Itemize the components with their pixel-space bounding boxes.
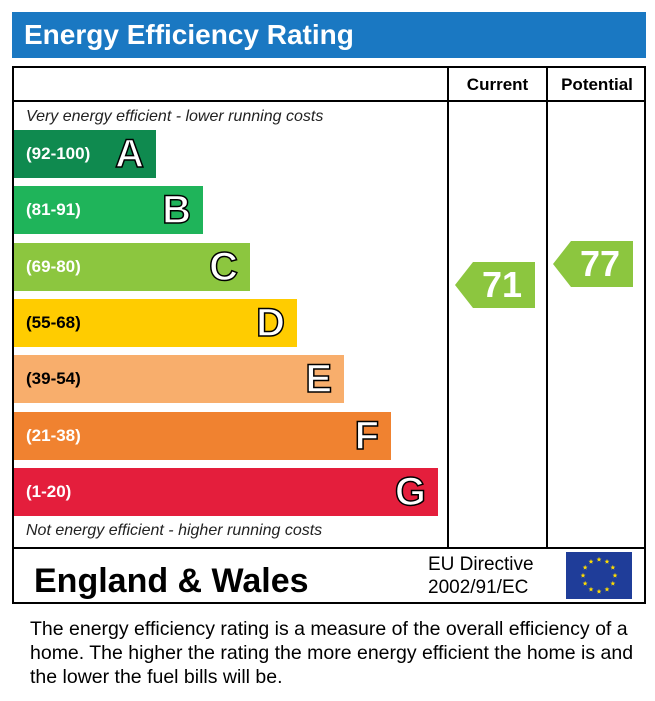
band-c: (69-80) C	[14, 242, 250, 291]
band-range-label: (21-38)	[26, 425, 81, 445]
potential-rating-arrow: 77	[553, 241, 633, 287]
band-a: (92-100) A	[14, 130, 156, 178]
eu-star-icon	[596, 556, 602, 562]
eu-star-icon	[604, 559, 610, 564]
band-letter-label: A	[114, 131, 144, 177]
potential-column-header: Potential	[561, 75, 633, 94]
page-title: Energy Efficiency Rating	[12, 12, 646, 58]
band-e: (39-54) E	[14, 355, 344, 404]
potential-column-divider	[546, 68, 548, 547]
band-letter-label: F	[354, 413, 380, 459]
eu-star-icon	[610, 580, 616, 586]
footer-divider	[14, 547, 644, 549]
band-range-label: (69-80)	[26, 256, 81, 276]
band-letter-label: E	[305, 356, 333, 402]
current-column-divider	[447, 68, 449, 547]
header-divider	[14, 100, 644, 102]
band-d: (55-68) D	[14, 298, 297, 347]
band-range-label: (92-100)	[26, 144, 91, 163]
potential-rating-value: 77	[579, 243, 621, 284]
eu-flag-icon	[566, 552, 632, 599]
band-g: (1-20) G	[14, 467, 438, 516]
eu-star-icon	[612, 572, 618, 578]
rating-chart: Current Potential Very energy efficient …	[12, 66, 646, 604]
eu-star-icon	[588, 559, 594, 564]
eu-star-icon	[580, 572, 586, 578]
band-letter-label: G	[394, 469, 427, 515]
eu-star-icon	[588, 586, 594, 592]
band-letter-label: C	[208, 244, 238, 290]
band-range-label: (55-68)	[26, 312, 81, 332]
eu-star-icon	[596, 588, 602, 594]
directive-line-2: 2002/91/EC	[428, 577, 529, 598]
eu-directive: EU Directive 2002/91/EC	[428, 553, 534, 599]
eu-star-icon	[582, 564, 588, 570]
top-caption: Very energy efficient - lower running co…	[26, 108, 324, 125]
band-range-label: (1-20)	[26, 481, 72, 501]
band-range-label: (81-91)	[26, 200, 81, 220]
bottom-caption: Not energy efficient - higher running co…	[26, 522, 323, 539]
region-label: England & Wales	[34, 562, 309, 600]
current-rating-arrow: 71	[455, 262, 535, 308]
band-b: (81-91) B	[14, 186, 203, 235]
band-letter-label: B	[161, 188, 191, 234]
eu-star-icon	[582, 580, 588, 586]
band-range-label: (39-54)	[26, 369, 81, 389]
current-column-header: Current	[466, 75, 529, 94]
directive-line-1: EU Directive	[428, 554, 534, 575]
band-letter-label: D	[255, 300, 285, 346]
eu-star-icon	[610, 564, 616, 570]
eu-star-icon	[604, 586, 610, 592]
description-text: The energy efficiency rating is a measur…	[30, 618, 634, 688]
current-rating-value: 71	[481, 264, 523, 305]
band-f: (21-38) F	[14, 411, 391, 460]
